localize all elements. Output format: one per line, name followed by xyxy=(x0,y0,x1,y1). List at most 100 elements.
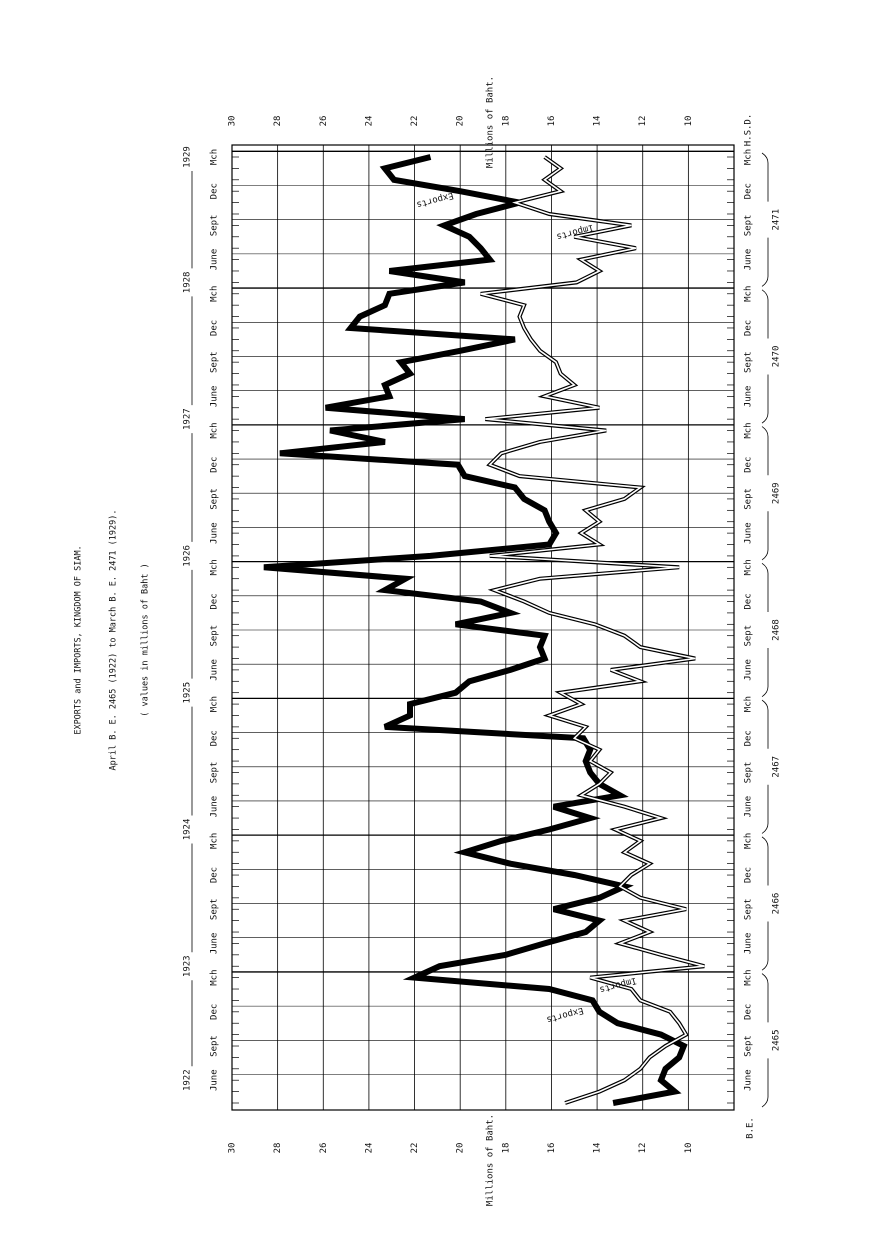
month-label: June xyxy=(210,1069,220,1091)
x-tick-label: 14 xyxy=(593,1143,603,1154)
axis-label-bottom: Millions of Baht. xyxy=(486,1114,496,1206)
x-tick-label: 10 xyxy=(684,1143,694,1154)
month-label: Sept xyxy=(210,488,220,510)
month-label: Mch xyxy=(210,149,220,165)
x-tick-label: 16 xyxy=(547,1143,557,1154)
month-label: Dec xyxy=(744,1004,754,1020)
x-tick-label: 24 xyxy=(364,116,374,127)
month-label: Dec xyxy=(744,593,754,609)
month-label: Mch xyxy=(210,559,220,575)
month-label: Dec xyxy=(210,457,220,473)
month-label: Mch xyxy=(744,286,754,302)
month-label: Sept xyxy=(210,898,220,920)
month-label: Sept xyxy=(744,351,754,373)
be-year-label: 2468 xyxy=(772,619,782,641)
month-label: June xyxy=(744,1069,754,1091)
chart-subtitle: April B. E. 2465 (1922) to March B. E. 2… xyxy=(109,510,119,771)
year-label: 1928 xyxy=(183,272,193,294)
x-tick-label: 12 xyxy=(638,1143,648,1154)
month-label: June xyxy=(744,386,754,408)
x-tick-label: 26 xyxy=(319,116,329,127)
be-year-label: 2471 xyxy=(772,209,782,231)
month-label: Dec xyxy=(744,320,754,336)
month-label: Dec xyxy=(744,730,754,746)
x-tick-label: 28 xyxy=(273,1143,283,1154)
month-label: Mch xyxy=(744,969,754,985)
month-label: Sept xyxy=(744,488,754,510)
x-tick-label: 20 xyxy=(456,116,466,127)
month-label: June xyxy=(744,522,754,544)
month-label: Sept xyxy=(744,898,754,920)
be-brace xyxy=(761,973,769,1108)
x-tick-label: 18 xyxy=(501,116,511,127)
month-label: Dec xyxy=(210,867,220,883)
x-tick-label: 30 xyxy=(228,116,238,127)
be-brace xyxy=(761,426,769,561)
year-label: 1927 xyxy=(183,408,193,430)
year-label: 1923 xyxy=(183,955,193,977)
x-tick-label: 30 xyxy=(228,1143,238,1154)
x-tick-label: 22 xyxy=(410,1143,420,1154)
month-label: Mch xyxy=(210,969,220,985)
month-label: Mch xyxy=(744,559,754,575)
series-line xyxy=(263,154,688,1106)
be-brace xyxy=(761,152,769,287)
month-label: June xyxy=(210,659,220,681)
month-label: June xyxy=(210,522,220,544)
be-year-label: 2469 xyxy=(772,482,782,504)
month-label: Sept xyxy=(210,762,220,784)
era-label: H.S.D. xyxy=(744,114,754,147)
month-label: Sept xyxy=(744,762,754,784)
month-label: Sept xyxy=(210,625,220,647)
be-brace xyxy=(761,289,769,424)
chart-note: ( values in millions of Baht ) xyxy=(141,563,151,717)
be-brace xyxy=(761,699,769,834)
month-label: June xyxy=(210,796,220,818)
month-label: June xyxy=(744,659,754,681)
month-label: Mch xyxy=(210,422,220,438)
be-year-label: 2467 xyxy=(772,756,782,778)
month-label: Mch xyxy=(210,696,220,712)
be-year-label: 2466 xyxy=(772,893,782,915)
be-brace xyxy=(761,562,769,698)
month-label: Dec xyxy=(210,320,220,336)
month-label: Dec xyxy=(210,1004,220,1020)
be-year-label: 2470 xyxy=(772,346,782,368)
year-label: 1925 xyxy=(183,682,193,704)
x-tick-label: 26 xyxy=(319,1143,329,1154)
month-label: Sept xyxy=(210,1035,220,1057)
x-tick-label: 10 xyxy=(684,116,694,127)
year-label: 1922 xyxy=(183,1069,193,1091)
year-label: 1924 xyxy=(183,819,193,841)
month-label: Mch xyxy=(744,149,754,165)
month-label: Sept xyxy=(210,351,220,373)
month-label: June xyxy=(210,386,220,408)
be-brace xyxy=(761,836,769,971)
era-label: B.E. xyxy=(746,1117,756,1139)
month-label: Mch xyxy=(210,286,220,302)
month-label: June xyxy=(210,249,220,271)
year-label: 1929 xyxy=(183,146,193,168)
x-tick-label: 12 xyxy=(638,116,648,127)
year-label: 1926 xyxy=(183,545,193,567)
month-label: Mch xyxy=(210,833,220,849)
month-label: June xyxy=(744,796,754,818)
x-tick-label: 28 xyxy=(273,116,283,127)
month-label: June xyxy=(744,933,754,955)
month-label: Dec xyxy=(744,457,754,473)
series-line-inner xyxy=(480,156,705,1104)
month-label: Sept xyxy=(210,215,220,237)
x-tick-label: 24 xyxy=(364,1143,374,1154)
month-label: Dec xyxy=(210,593,220,609)
month-label: June xyxy=(210,933,220,955)
x-tick-label: 20 xyxy=(456,1143,466,1154)
x-tick-label: 18 xyxy=(501,1143,511,1154)
month-label: June xyxy=(744,249,754,271)
month-label: Sept xyxy=(744,625,754,647)
month-label: Dec xyxy=(744,183,754,199)
month-label: Sept xyxy=(744,215,754,237)
x-tick-label: 22 xyxy=(410,116,420,127)
month-label: Mch xyxy=(744,696,754,712)
